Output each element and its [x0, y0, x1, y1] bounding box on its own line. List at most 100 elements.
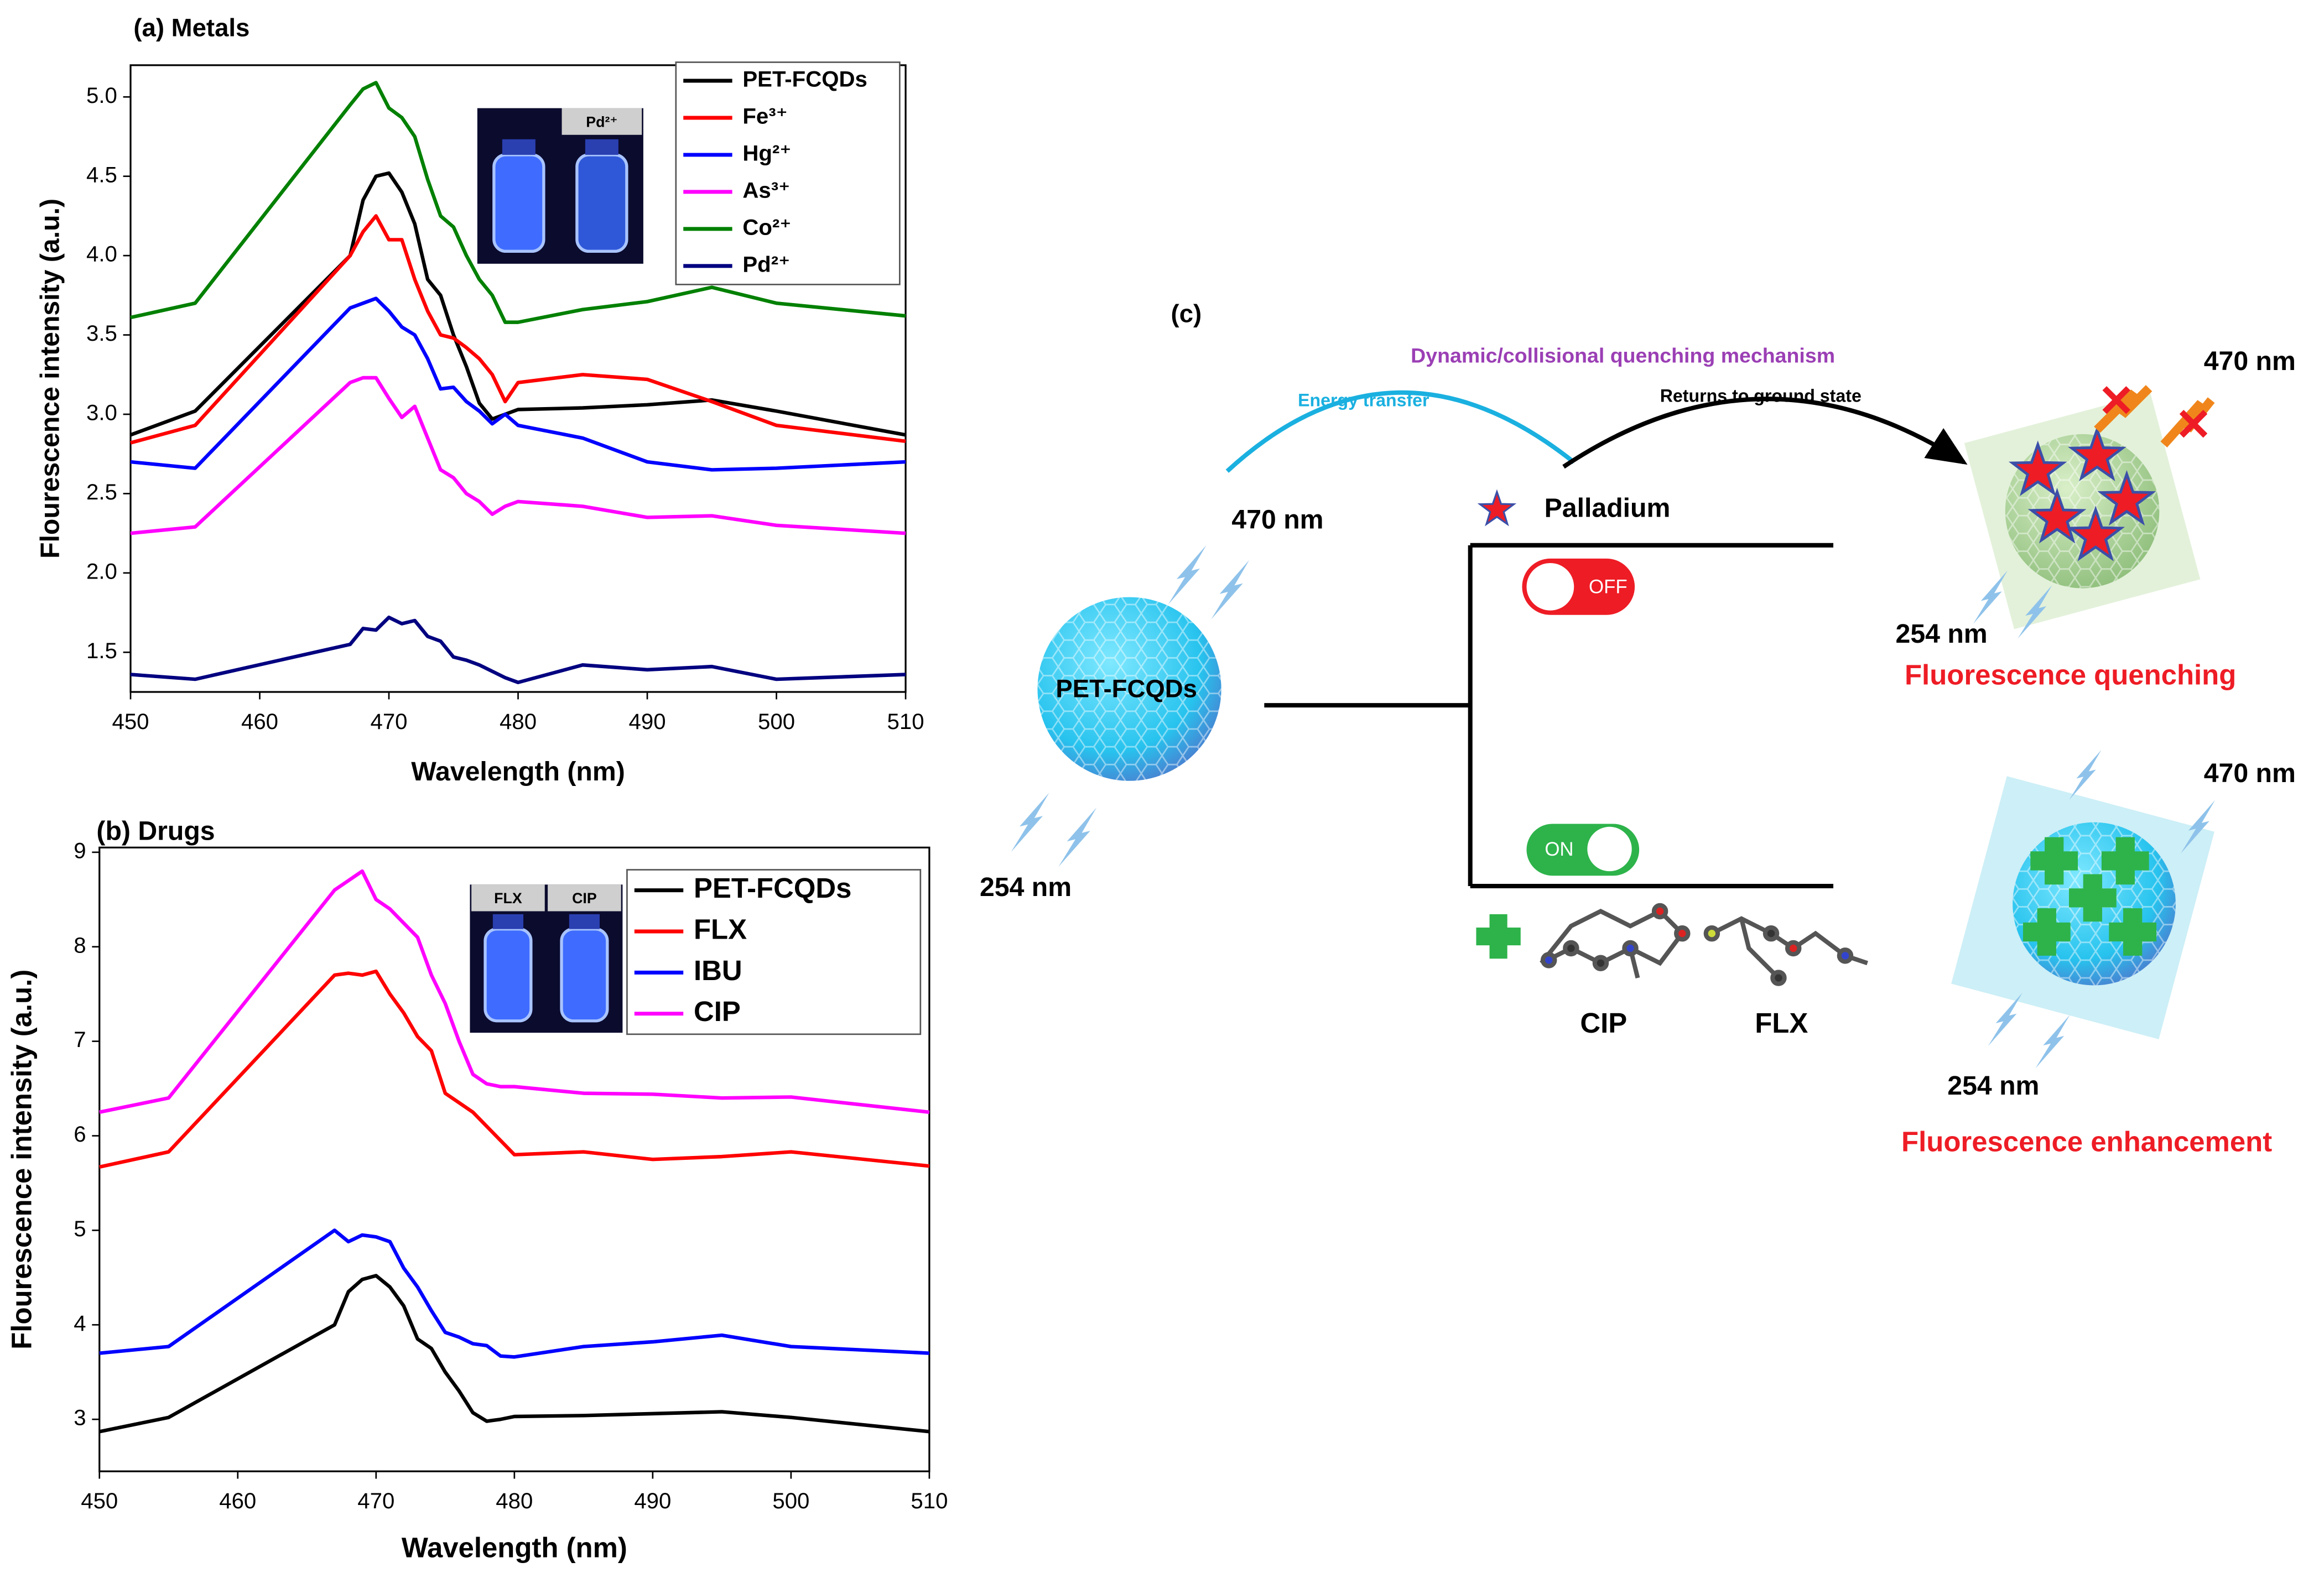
emission-bolt — [2069, 750, 2102, 800]
molecule-flx — [1703, 916, 1868, 986]
enhance-emission: 470 nm — [2204, 758, 2296, 788]
y-tick-label: 7 — [74, 1027, 86, 1052]
y-tick-label: 4 — [74, 1311, 86, 1336]
excitation-bolt — [1011, 793, 1049, 852]
inset-label: Pd²⁺ — [586, 113, 617, 130]
y-tick-label: 3 — [74, 1405, 86, 1430]
x-tick-label: 500 — [772, 1488, 809, 1513]
x-tick-label: 470 — [371, 709, 408, 734]
probe-excitation: 254 nm — [980, 872, 1072, 902]
x-tick-label: 470 — [357, 1488, 394, 1513]
vial — [560, 927, 609, 1023]
inset-label-box — [471, 884, 545, 912]
x-tick-label: 510 — [911, 1488, 948, 1513]
y-tick-label: 4.0 — [86, 242, 117, 267]
x-tick-label: 510 — [887, 709, 924, 734]
y-tick-label: 8 — [74, 933, 86, 957]
blocked-mark — [2102, 386, 2208, 438]
x-tick-label: 490 — [629, 709, 666, 734]
probe-lattice — [1037, 597, 1221, 781]
drug-label: CIP — [1580, 1007, 1627, 1039]
y-tick-label: 1.5 — [86, 638, 117, 663]
y-tick-label: 4.5 — [86, 162, 117, 187]
x-tick-label: 480 — [496, 1488, 533, 1513]
ground-state-label: Returns to ground state — [1660, 386, 1862, 405]
diagram: (c) Dynamic/collisional quenching mechan… — [980, 300, 2296, 1158]
legend-label: Co²⁺ — [742, 215, 791, 239]
switch-on-label: ON — [1545, 839, 1573, 860]
y-axis-label: Flourescence intensity (a.u.) — [35, 199, 65, 559]
emission-bolt — [1211, 560, 1250, 619]
series-line — [130, 214, 906, 445]
series-line — [99, 1228, 930, 1359]
drug-icon — [1476, 914, 1521, 959]
energy-arrow — [1225, 390, 1576, 473]
x-tick-label: 450 — [81, 1488, 118, 1513]
drug-label: FLX — [1755, 1007, 1808, 1039]
legend-box — [626, 869, 922, 1035]
analyte-label: Palladium — [1545, 493, 1671, 523]
y-tick-label: 6 — [74, 1122, 86, 1147]
x-tick-label: 490 — [634, 1488, 671, 1513]
legend-label: Pd²⁺ — [742, 252, 790, 277]
series-line — [129, 171, 906, 437]
inset-label-box — [561, 108, 642, 135]
excitation-bolt — [2035, 1015, 2070, 1069]
legend-label: PET-FCQDs — [694, 872, 852, 904]
y-tick-label: 9 — [74, 838, 86, 863]
return-arrow — [1562, 397, 1968, 469]
quench-excitation: 254 nm — [1896, 619, 1988, 649]
legend-box — [675, 61, 901, 285]
vial-cap — [585, 139, 618, 155]
x-tick-label: 460 — [241, 709, 278, 734]
vial-cap — [492, 914, 524, 929]
series-line — [99, 869, 930, 1114]
inset-label-box — [548, 884, 621, 912]
panel-label: (c) — [1171, 300, 1202, 328]
series-line — [130, 81, 906, 324]
x-tick-label: 450 — [112, 709, 149, 734]
charts: 450 460 470 480 490 500 510 1.5 2.0 2.5 3.0 3.5 4.0 4… — [6, 14, 948, 1564]
y-tick-label: 3.5 — [86, 321, 117, 346]
emission-bolt — [1168, 545, 1207, 605]
probe-label: PET-FCQDs — [1056, 674, 1197, 702]
vial — [492, 153, 545, 253]
legend-label: CIP — [694, 996, 741, 1027]
x-axis-label: Wavelength (nm) — [402, 1532, 627, 1564]
switch-knob — [1587, 826, 1632, 872]
excitation-bolt — [1988, 992, 2023, 1046]
quench-result: Fluorescence quenching — [1905, 659, 2236, 691]
y-tick-label: 5.0 — [86, 83, 117, 108]
excitation-bolt — [1058, 807, 1097, 867]
x-axis-label: Wavelength (nm) — [411, 757, 625, 787]
inset-label: FLX — [494, 890, 522, 907]
series-line — [130, 376, 906, 535]
x-tick-label: 500 — [758, 709, 795, 734]
switch-knob — [1526, 563, 1574, 611]
legend-label: As³⁺ — [742, 178, 790, 203]
vial-cap — [569, 914, 600, 929]
chart-title: (b) Drugs — [96, 816, 215, 846]
inset-label: CIP — [572, 890, 597, 907]
legend-label: Fe³⁺ — [742, 104, 787, 129]
enhance-result: Fluorescence enhancement — [1901, 1126, 2272, 1158]
y-tick-label: 2.0 — [86, 559, 117, 584]
y-tick-label: 5 — [74, 1216, 86, 1241]
legend-label: IBU — [694, 955, 742, 986]
switch-off-label: OFF — [1589, 576, 1628, 598]
branch-lines — [1264, 543, 1834, 888]
y-tick-label: 3.0 — [86, 400, 117, 425]
series-line — [130, 615, 906, 685]
legend-label: Hg²⁺ — [742, 141, 791, 166]
molecule-cip — [1540, 903, 1691, 979]
y-tick-label: 2.5 — [86, 480, 117, 504]
chart-title: (a) Metals — [133, 14, 249, 42]
vial-cap — [502, 139, 535, 155]
mechanism-title: Dynamic/collisional quenching mechanism — [1411, 344, 1835, 367]
vial — [483, 927, 533, 1023]
y-axis-label: Flourescence intensity (a.u.) — [6, 970, 38, 1350]
legend-label: FLX — [694, 913, 747, 945]
series-line — [99, 1274, 930, 1434]
